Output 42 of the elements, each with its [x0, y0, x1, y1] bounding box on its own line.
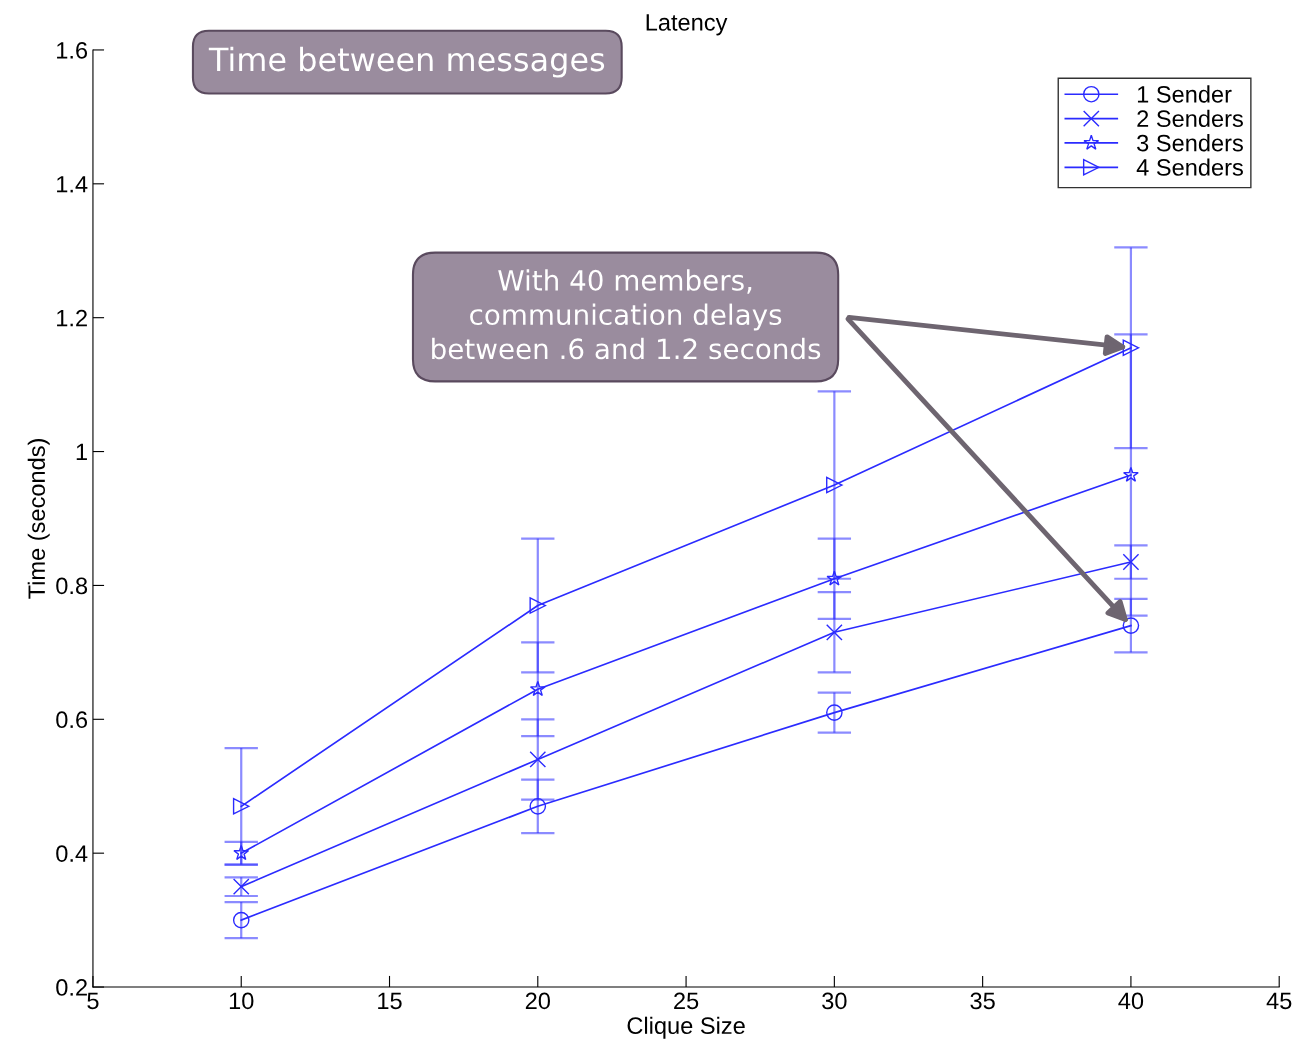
- x-tick-label: 40: [1118, 992, 1144, 1010]
- point: [826, 623, 843, 641]
- y-tick-label: 0.6: [56, 711, 88, 729]
- x-tick-label: 30: [822, 992, 847, 1010]
- y-tick-label: 0.8: [56, 577, 88, 595]
- x-tick-label: 10: [229, 992, 254, 1010]
- point: [232, 878, 250, 895]
- legend-label: 3 Senders: [1137, 134, 1243, 152]
- legend-label: 4 Senders: [1136, 158, 1243, 176]
- y-axis-title: Time (seconds): [27, 439, 50, 599]
- point: [529, 751, 547, 768]
- point: [826, 704, 843, 721]
- point: [529, 797, 547, 815]
- point: [826, 570, 843, 586]
- y-tick-label: 1.6: [57, 42, 88, 59]
- point: [1122, 553, 1140, 571]
- point: [232, 911, 250, 929]
- y-tick-label: 0.2: [56, 979, 87, 996]
- point: [1122, 339, 1140, 357]
- legend-label: 1 Sender: [1137, 85, 1232, 103]
- x-tick-label: 35: [970, 992, 995, 1010]
- point: [826, 476, 843, 494]
- x-tick-label: 25: [674, 992, 699, 1010]
- x-tick-label: 45: [1266, 992, 1292, 1010]
- point: [233, 844, 250, 861]
- annotation: Time between messages: [208, 46, 605, 78]
- x-tick-label: 15: [378, 992, 402, 1010]
- x-axis-title: Clique Size: [627, 1016, 745, 1039]
- chart-title: Latency: [646, 14, 728, 36]
- y-tick-label: 1: [76, 443, 87, 461]
- x-tick-label: 20: [525, 992, 550, 1010]
- annotation: With 40 members, communication delays between .6 and 1.2 seconds: [432, 269, 821, 360]
- y-tick-label: 0.4: [56, 845, 88, 862]
- point: [232, 797, 250, 815]
- point: [529, 597, 547, 614]
- y-tick-label: 1.2: [57, 309, 87, 327]
- point: [529, 680, 546, 697]
- legend-label: 2 Senders: [1137, 109, 1243, 128]
- point: [1122, 466, 1139, 482]
- x-tick-label: 5: [87, 992, 99, 1010]
- point: [1122, 617, 1140, 634]
- y-tick-label: 1.4: [57, 176, 88, 193]
